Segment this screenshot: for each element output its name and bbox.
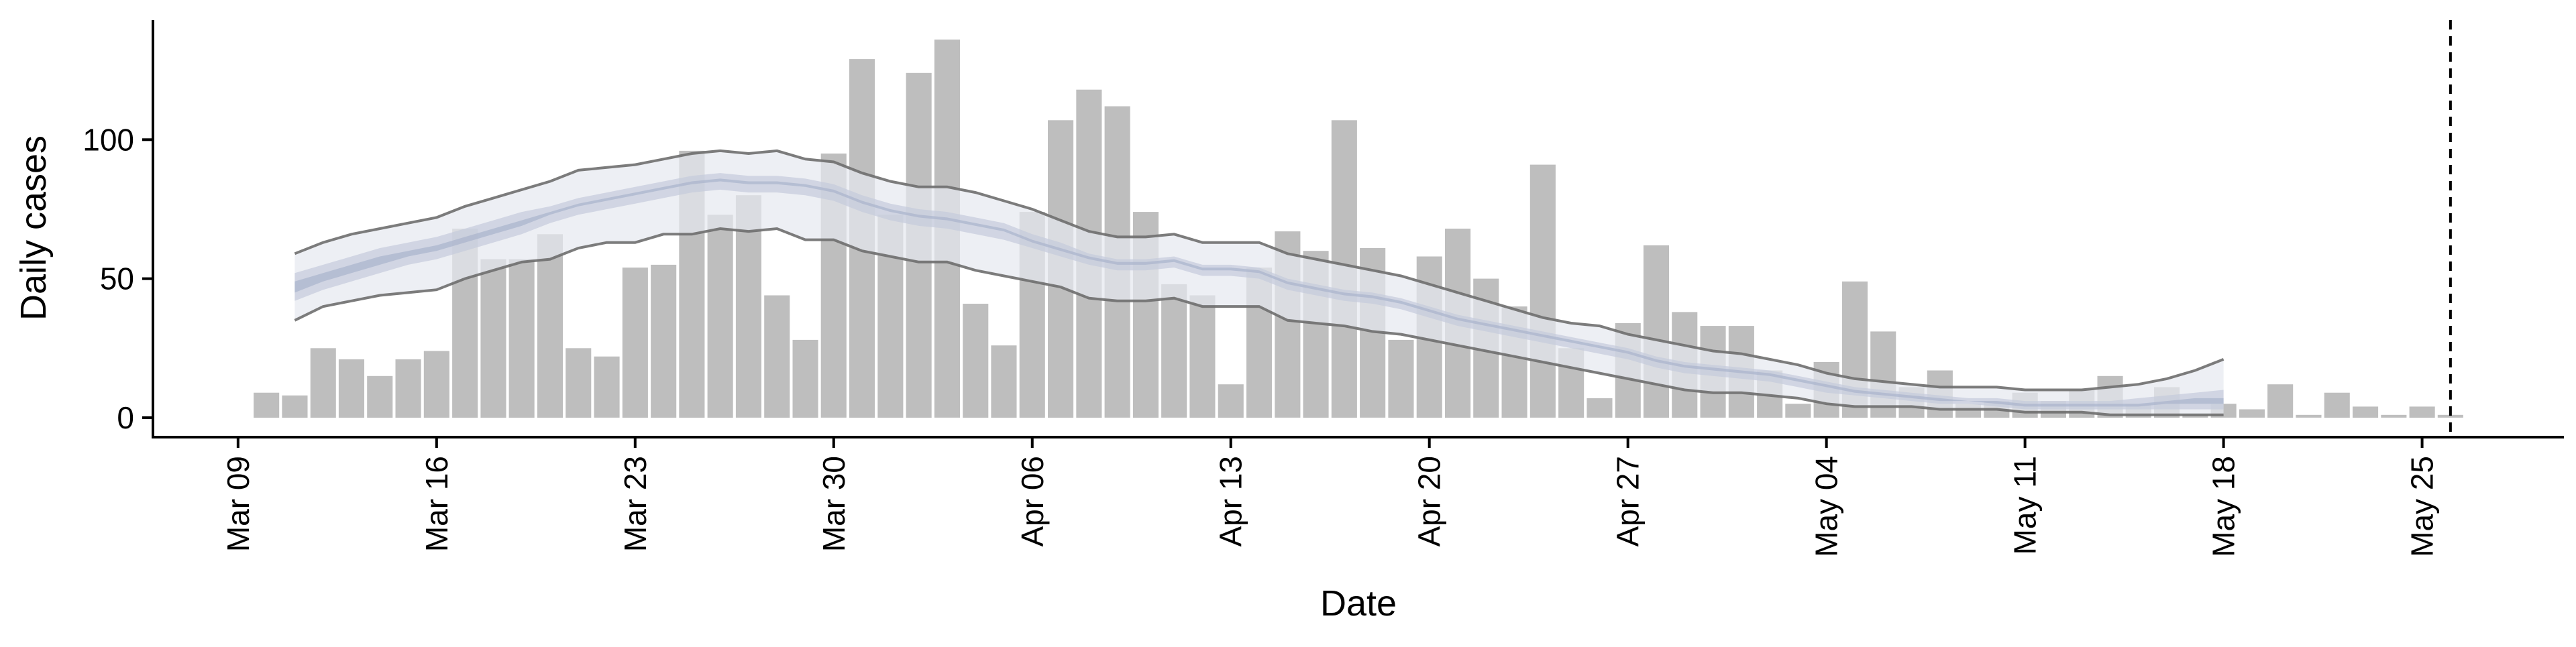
y-tick-label: 100 <box>83 122 134 157</box>
x-tick-label: May 25 <box>2405 456 2440 557</box>
estimate-upper-line <box>294 149 2224 392</box>
case-bar <box>2239 409 2265 418</box>
case-bar <box>1785 404 1811 418</box>
case-bar <box>2296 414 2322 418</box>
case-bar <box>2437 414 2463 418</box>
case-bar <box>395 359 421 418</box>
x-tick-label: May 18 <box>2206 456 2241 557</box>
case-bar <box>707 215 733 418</box>
x-axis-title: Date <box>1320 583 1397 624</box>
case-bar <box>508 259 535 418</box>
estimate-lower-line <box>294 227 2224 416</box>
case-bar <box>1587 398 1613 418</box>
case-bar <box>991 345 1017 418</box>
x-tick-label: May 11 <box>2008 456 2043 554</box>
case-bar <box>480 259 506 418</box>
case-bar <box>1189 295 1216 418</box>
case-bar <box>622 268 648 418</box>
x-tick-label: Apr 27 <box>1611 456 1646 547</box>
case-bar <box>651 264 677 418</box>
case-bar <box>254 392 280 418</box>
x-tick-label: Mar 23 <box>618 456 653 552</box>
case-bar <box>764 295 790 418</box>
case-bar <box>1161 284 1187 418</box>
y-axis-title: Daily cases <box>13 135 54 320</box>
case-bar <box>2182 414 2208 418</box>
case-bar <box>2353 406 2379 418</box>
case-bar <box>367 375 393 418</box>
x-tick-label: Apr 20 <box>1412 456 1447 547</box>
case-bar <box>2409 406 2435 418</box>
case-bar <box>338 359 364 418</box>
case-bar <box>1388 339 1414 418</box>
case-bar <box>792 339 818 418</box>
case-bar <box>2324 392 2350 418</box>
x-tick-label: Mar 09 <box>221 456 256 552</box>
case-bar <box>594 356 620 418</box>
case-bar <box>537 234 563 418</box>
case-bar <box>2267 384 2294 418</box>
x-tick-label: May 04 <box>1809 456 1844 557</box>
case-bar <box>566 348 592 418</box>
case-bar <box>1218 384 1244 418</box>
case-bar <box>2381 414 2407 418</box>
axes-layer: 0 50 100 Mar 09 Mar 16 Mar 23 Mar 30 Apr 06 Apr … <box>83 20 2564 557</box>
x-tick-label: Apr 13 <box>1214 456 1248 547</box>
case-bar <box>282 395 308 418</box>
case-bar <box>423 351 449 418</box>
case-bar <box>963 304 989 418</box>
y-tick-label: 50 <box>100 261 134 296</box>
case-bar <box>1529 164 1556 418</box>
estimate-bands-layer <box>294 149 2224 416</box>
case-bar <box>310 348 336 418</box>
case-bar <box>1643 245 1669 418</box>
y-tick-label: 0 <box>117 400 134 435</box>
estimate-band-90 <box>294 150 2224 415</box>
x-tick-label: Mar 16 <box>419 456 454 552</box>
x-tick-label: Apr 06 <box>1015 456 1050 547</box>
x-tick-label: Mar 30 <box>816 456 851 552</box>
